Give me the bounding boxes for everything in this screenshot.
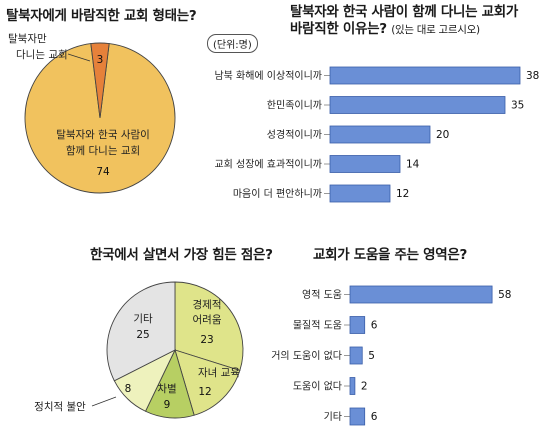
pie1-big-value: 74 [96, 166, 110, 178]
bar1-value-0: 38 [526, 70, 539, 82]
bar2-value-2: 5 [368, 350, 375, 362]
bar1-bar-4 [329, 184, 391, 203]
pie2-pol-leader [91, 396, 117, 407]
pie1-slice-1 [90, 42, 110, 119]
pie2-pol-label: 정치적 불안 [34, 401, 86, 413]
pie1 [24, 42, 176, 194]
bar1-note: (있는 대로 고르시오) [391, 24, 480, 36]
bar1-bar-2 [329, 125, 431, 144]
bar1-title-line1: 탈북자와 한국 사람이 함께 다니는 교회가 [290, 4, 519, 20]
pie2-econ-label-line1: 경제적 [193, 298, 222, 311]
bar2-value-1: 6 [371, 320, 378, 332]
pie2-disc-label: 차별 [157, 383, 176, 395]
bar2-category-0: 영적 도움 [302, 289, 342, 301]
pie1-small-label-line2: 다니는 교회 [16, 49, 68, 61]
bar1-category-0: 남북 화해에 이상적이니까 [214, 69, 322, 82]
bar1-bar-0 [329, 66, 521, 85]
bar1-bar-1 [329, 96, 506, 114]
pie2-edu-label: 자녀 교육 [198, 367, 240, 379]
bar2-bar-4 [349, 407, 366, 426]
pie1-big-label-line2: 함께 다니는 교회 [66, 145, 140, 157]
bar2-category-3: 도움이 없다 [293, 380, 342, 393]
pie1-small-value: 3 [97, 54, 104, 66]
bar1-category-2: 성경적이니까 [267, 128, 322, 141]
bar1-unit: (단위:명) [207, 34, 258, 53]
bar2-bar-1 [349, 316, 366, 334]
pie2-slice-1 [174, 349, 241, 416]
bar1-value-2: 20 [436, 129, 449, 141]
bar1-value-3: 14 [406, 159, 420, 171]
bar2-category-1: 물질적 도움 [293, 320, 342, 332]
pie1-big-label-line1: 탈북자와 한국 사람이 [56, 128, 150, 141]
bar1-title: 탈북자와 한국 사람이 함께 다니는 교회가 바람직한 이유는? (있는 대로 … [290, 4, 518, 39]
pie1-small-label-line1: 탈북자만 [8, 32, 47, 45]
pie2-slice-0 [174, 281, 244, 372]
bar1-category-4: 마음이 더 편안하니까 [233, 187, 322, 200]
bar1-category-3: 교회 성장에 효과적이니까 [214, 159, 322, 171]
bar1: 남북 화해에 이상적이니까 38 한민족이니까 35 성경적이니까 20 교회 성장에 효과… [214, 66, 539, 203]
pie2-slice-4 [106, 281, 176, 382]
bar1-value-4: 12 [396, 188, 409, 200]
bar2-bar-2 [349, 346, 363, 365]
bar2-value-0: 58 [498, 289, 511, 301]
pie1-title: 탈북자에게 바람직한 교회 형태는? [6, 8, 197, 24]
pie2-other-label: 기타 [133, 313, 153, 325]
bar1-bar-3 [329, 155, 401, 173]
bar2-bar-3 [349, 377, 356, 395]
bar1-title-line2: 바람직한 이유는? [290, 21, 387, 37]
pie1-slice-0 [24, 43, 176, 194]
bar2-title: 교회가 도움을 주는 영역은? [313, 247, 468, 263]
bar2-value-3: 2 [361, 381, 368, 393]
pie2-other-value: 25 [136, 329, 149, 341]
pie2-disc-value: 9 [164, 399, 171, 411]
bar1-value-1: 35 [511, 100, 524, 112]
bar2: 영적 도움 58 물질적 도움 6 거의 도움이 없다 5 도움이 없다 2 기타 6 [271, 285, 511, 426]
bar2-bar-0 [349, 285, 493, 304]
bar1-title-line2-wrap: 바람직한 이유는? (있는 대로 고르시오) [290, 21, 518, 39]
pie1-small-leader [67, 53, 91, 62]
pie2-edu-value: 12 [198, 386, 211, 398]
pie2-econ-value: 23 [200, 334, 213, 346]
pie2-pol-value: 8 [125, 383, 132, 395]
pie2 [106, 281, 244, 419]
bar2-category-2: 거의 도움이 없다 [271, 349, 342, 362]
bar1-category-1: 한민족이니까 [267, 100, 322, 112]
pie2-title: 한국에서 살면서 가장 힘든 점은? [90, 247, 273, 263]
bar2-value-4: 6 [371, 411, 378, 423]
pie2-econ-label-line2: 어려움 [193, 314, 222, 326]
bar2-category-4: 기타 [324, 411, 342, 423]
